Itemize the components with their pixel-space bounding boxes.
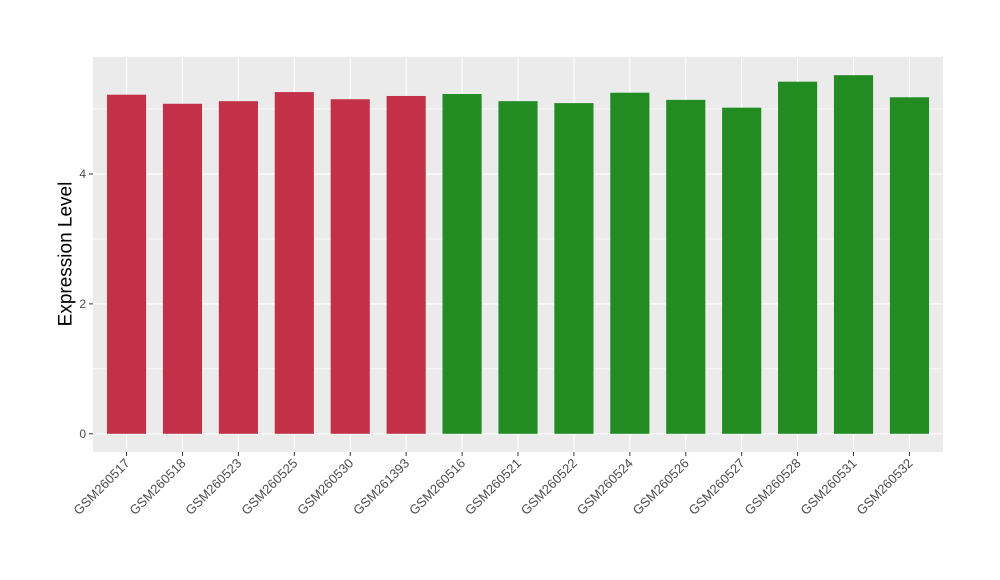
bar-GSM260532 (889, 97, 930, 434)
y-tick-label: 4 (79, 167, 86, 181)
x-tick-label: GSM260527 (686, 456, 748, 518)
x-tick-label: GSM260532 (853, 456, 915, 518)
bar-GSM260522 (554, 103, 594, 434)
bar-GSM260523 (218, 101, 258, 434)
bar-GSM260525 (274, 92, 314, 434)
bar-GSM260517 (106, 94, 147, 434)
y-tick-label: 2 (79, 297, 86, 311)
bar-GSM260528 (778, 81, 818, 434)
x-tick-label: GSM260516 (406, 456, 468, 518)
bar-GSM260526 (666, 99, 706, 434)
bar-GSM260527 (722, 107, 762, 434)
y-axis-label: Expression Level (55, 181, 77, 327)
x-tick-label: GSM260530 (294, 456, 356, 518)
bar-GSM260524 (610, 92, 650, 434)
bar-GSM260516 (442, 94, 482, 434)
x-tick-label: GSM260522 (518, 456, 580, 518)
y-tick-label: 0 (79, 427, 86, 441)
x-tick-label: GSM260525 (238, 456, 300, 518)
bar-GSM260531 (833, 75, 874, 434)
x-tick-label: GSM260531 (797, 456, 859, 518)
bar-GSM260521 (498, 101, 538, 434)
x-tick-label: GSM260523 (182, 456, 244, 518)
x-tick-label: GSM260528 (742, 456, 804, 518)
x-tick-label: GSM260518 (126, 456, 188, 518)
x-tick-label: GSM260517 (70, 456, 132, 518)
bar-GSM260530 (330, 99, 370, 434)
x-tick-label: GSM260526 (630, 456, 692, 518)
x-tick-label: GSM260521 (462, 456, 524, 518)
x-tick-label: GSM261393 (350, 456, 412, 518)
bar-GSM260518 (162, 103, 203, 434)
bar-GSM261393 (386, 95, 426, 434)
x-tick-label: GSM260524 (574, 456, 636, 518)
